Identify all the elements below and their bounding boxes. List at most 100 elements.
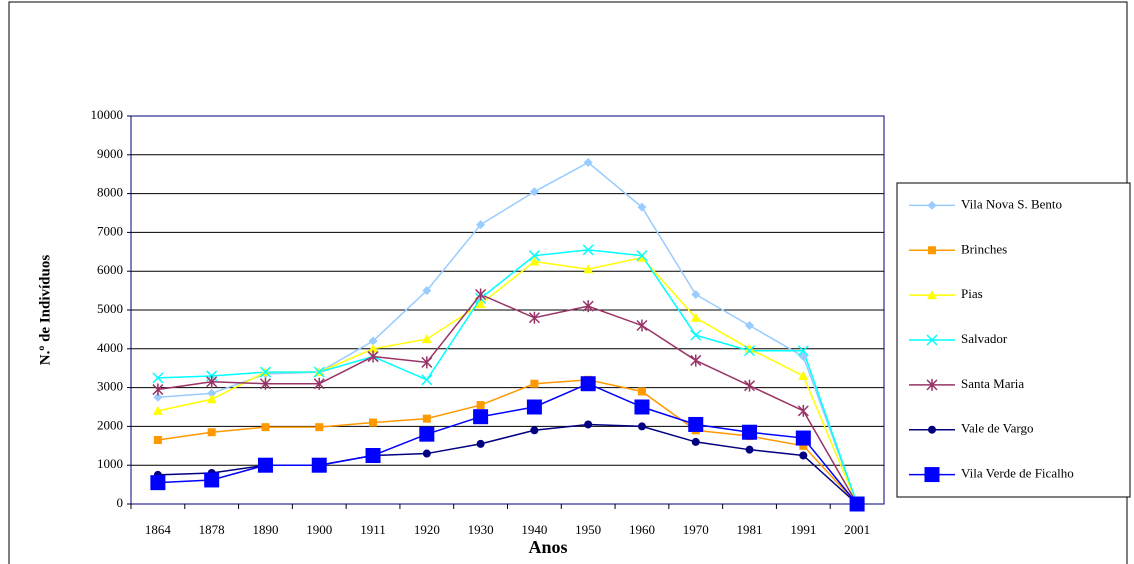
marker (691, 437, 700, 446)
marker (204, 472, 220, 488)
y-tick-label: 9000 (97, 146, 123, 161)
marker (367, 350, 379, 363)
y-tick-label: 7000 (97, 223, 123, 238)
marker (798, 370, 809, 380)
marker (311, 457, 327, 473)
marker (798, 352, 808, 362)
y-tick-label: 6000 (97, 262, 123, 277)
marker (476, 401, 485, 410)
marker (799, 451, 808, 460)
x-tick-label: 1950 (575, 522, 601, 537)
x-tick-label: 1991 (790, 522, 816, 537)
legend-marker (924, 467, 940, 483)
marker (207, 428, 216, 437)
marker (315, 423, 324, 432)
marker (636, 319, 648, 332)
marker (152, 405, 163, 415)
legend-label: Vila Verde de Ficalho (961, 466, 1074, 481)
marker (476, 220, 486, 230)
marker (150, 475, 166, 491)
x-tick-label: 1970 (683, 522, 709, 537)
marker (476, 439, 485, 448)
marker (369, 418, 378, 427)
marker (690, 312, 701, 322)
marker (849, 496, 865, 512)
marker (744, 345, 756, 357)
marker (259, 366, 271, 378)
legend-marker (928, 246, 936, 255)
marker (152, 383, 164, 396)
marker (634, 399, 650, 415)
marker (153, 392, 163, 402)
marker (475, 288, 487, 301)
marker (688, 416, 704, 432)
marker (257, 457, 273, 473)
marker (797, 345, 809, 357)
x-tick-label: 1930 (468, 522, 494, 537)
marker (583, 158, 593, 168)
series-line (157, 161, 858, 505)
marker (206, 375, 218, 388)
marker (529, 256, 540, 266)
marker (528, 311, 540, 324)
marker (745, 445, 754, 454)
marker (365, 448, 381, 463)
legend-label: Vila Nova S. Bento (961, 196, 1062, 211)
y-tick-label: 5000 (97, 301, 123, 316)
marker (421, 356, 433, 369)
marker (799, 441, 808, 450)
marker (584, 420, 593, 429)
y-tick-label: 1000 (97, 456, 123, 471)
x-tick-label: 2001 (844, 522, 870, 537)
marker (368, 336, 378, 346)
marker (797, 404, 809, 417)
marker (744, 379, 756, 392)
marker (637, 387, 646, 396)
marker (368, 343, 379, 353)
x-tick-label: 1981 (737, 522, 763, 537)
marker (313, 377, 325, 390)
marker (580, 376, 596, 392)
marker (152, 372, 164, 384)
marker (637, 202, 647, 212)
marker (745, 321, 755, 331)
marker (153, 435, 162, 444)
x-tick-label: 1890 (252, 522, 278, 537)
x-tick-label: 1900 (306, 522, 332, 537)
marker (636, 250, 648, 262)
marker (259, 377, 271, 390)
series-line (157, 382, 858, 505)
y-tick-label: 0 (117, 495, 124, 510)
series-line (157, 249, 858, 505)
y-tick-label: 10000 (91, 107, 124, 122)
marker (529, 187, 539, 197)
marker (582, 244, 594, 256)
y-tick-label: 4000 (97, 340, 123, 355)
marker (207, 388, 217, 398)
legend-marker (926, 378, 938, 391)
marker (206, 394, 217, 404)
legend-label: Salvador (961, 331, 1008, 346)
legend-marker (927, 200, 937, 210)
series-line (157, 379, 858, 505)
marker (744, 343, 755, 353)
marker (421, 334, 432, 344)
x-tick-label: 1878 (199, 522, 225, 537)
legend-marker (926, 334, 938, 346)
marker (690, 329, 702, 341)
y-tick-label: 3000 (97, 379, 123, 394)
marker (637, 422, 646, 431)
legend-label: Santa Maria (961, 376, 1024, 391)
marker (530, 426, 539, 435)
y-axis-label: N.º de Indivíduos (37, 255, 53, 366)
marker (526, 399, 542, 415)
marker (475, 299, 486, 309)
marker (795, 430, 811, 446)
legend-label: Vale de Vargo (961, 421, 1033, 436)
series-line (157, 293, 858, 505)
marker (582, 300, 594, 313)
marker (419, 426, 435, 442)
x-tick-label: 1920 (414, 522, 440, 537)
x-tick-label: 1864 (145, 522, 172, 537)
